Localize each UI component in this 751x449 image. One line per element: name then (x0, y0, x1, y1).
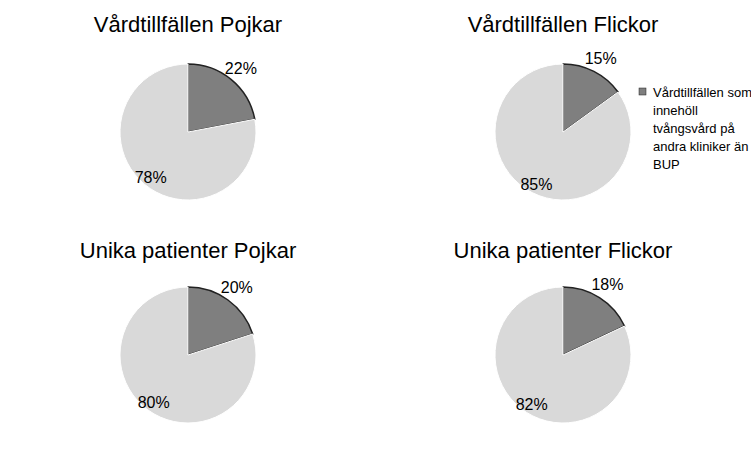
legend: Vårdtillfällen sominnehölltvångsvård påa… (639, 85, 751, 172)
data-label: 20% (221, 279, 253, 296)
pie-slice (120, 64, 256, 200)
pie-slice (495, 287, 631, 423)
legend-label: Vårdtillfällen sominnehölltvångsvård påa… (653, 85, 751, 172)
data-label: 80% (138, 394, 170, 411)
data-label: 85% (520, 176, 552, 193)
chart-canvas: Vårdtillfällen Pojkar22%78%Vårdtillfälle… (0, 0, 751, 449)
pie-chart: Unika patienter Flickor 18% 82% (454, 238, 673, 423)
data-label: 78% (135, 169, 167, 186)
chart-title: Vårdtillfällen Pojkar (94, 12, 282, 37)
pie-slices (495, 287, 631, 423)
pie-slices (495, 64, 631, 200)
pie-slices (120, 64, 256, 200)
pie-chart: Unika patienter Pojkar 20% 80% (80, 238, 296, 423)
data-label: 22% (225, 60, 257, 77)
data-labels: 22% 78% (135, 60, 257, 186)
legend-swatch (639, 88, 646, 95)
data-label: 18% (591, 276, 623, 293)
data-label: 15% (585, 50, 617, 67)
pie-chart: Vårdtillfällen Pojkar 22% 78% (94, 12, 282, 200)
data-label: 82% (516, 396, 548, 413)
data-labels: 15% 85% (520, 50, 616, 193)
pie-slices (120, 287, 256, 423)
pie-slice (120, 287, 256, 423)
chart-title: Vårdtillfällen Flickor (468, 12, 659, 37)
data-labels: 18% 82% (516, 276, 624, 412)
data-labels: 20% 80% (138, 279, 253, 410)
pie-chart: Vårdtillfällen Flickor 15% 85% Vårdtillfäll… (468, 12, 751, 200)
chart-title: Unika patienter Flickor (454, 238, 673, 263)
chart-title: Unika patienter Pojkar (80, 238, 296, 263)
pie-slice (495, 64, 631, 200)
